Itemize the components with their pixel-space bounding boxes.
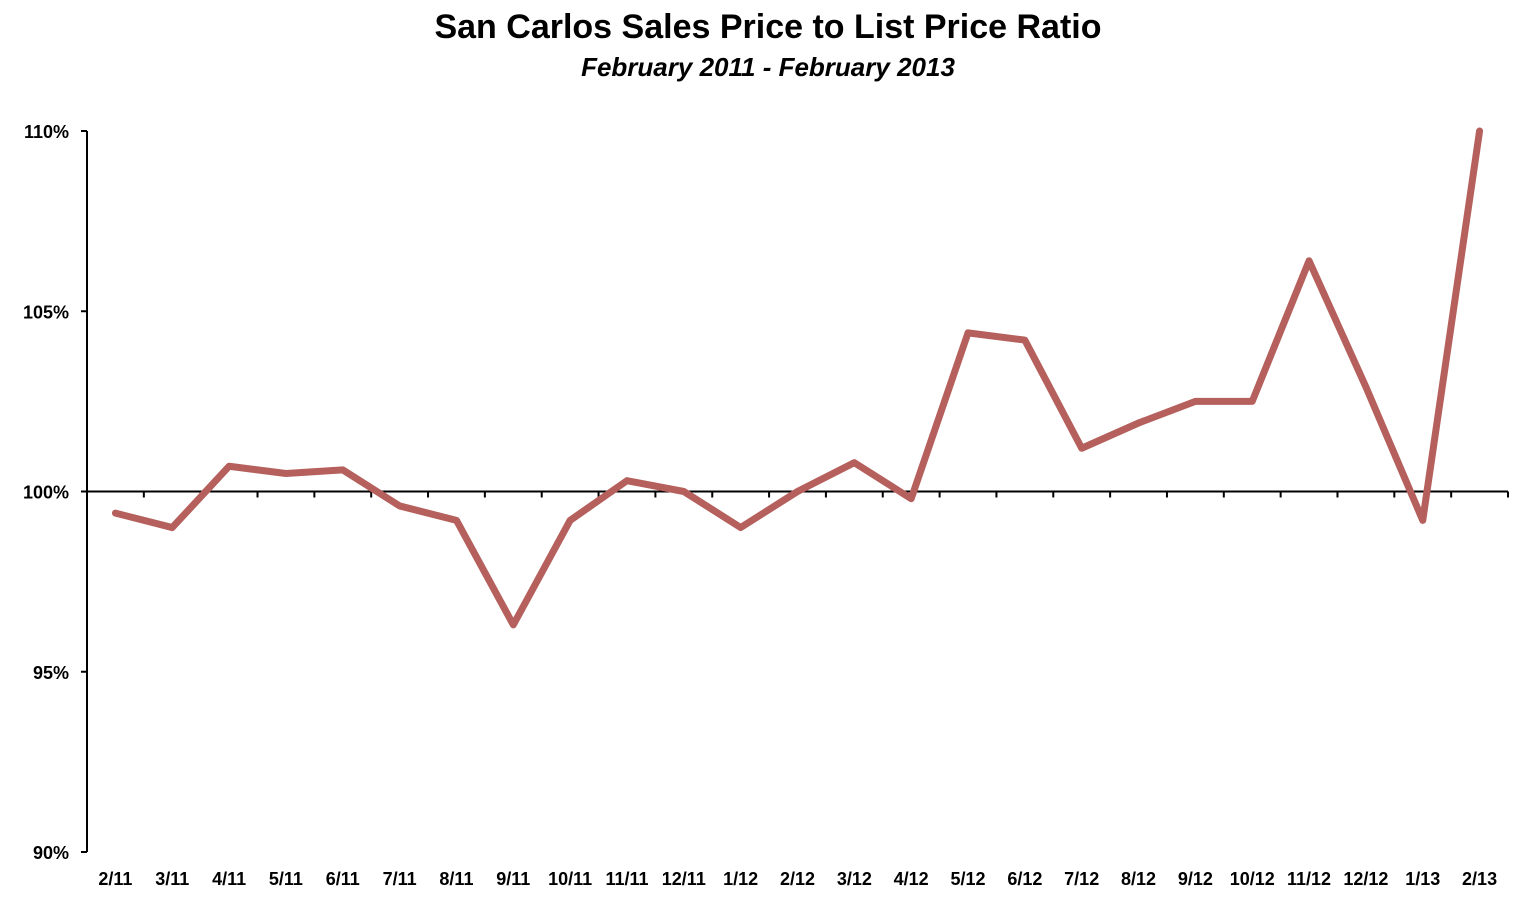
x-tick-label: 3/11	[155, 869, 189, 889]
y-tick-label: 100%	[23, 483, 69, 503]
x-tick-label: 8/12	[1121, 869, 1156, 889]
x-tick-label: 8/11	[439, 869, 473, 889]
x-tick-label: 2/13	[1462, 869, 1497, 889]
chart-title: San Carlos Sales Price to List Price Rat…	[434, 8, 1102, 46]
x-tick-label: 6/12	[1007, 869, 1042, 889]
x-tick-label: 5/11	[269, 869, 303, 889]
series-line	[111, 127, 1484, 629]
x-tick-label: 1/12	[723, 869, 758, 889]
x-tick-label: 2/11	[98, 869, 132, 889]
x-tick-label: 7/12	[1064, 869, 1099, 889]
x-tick-label: 1/13	[1405, 869, 1440, 889]
chart-subtitle: February 2011 - February 2013	[581, 52, 955, 82]
x-tick-label: 9/12	[1178, 869, 1213, 889]
x-tick-label: 10/12	[1230, 869, 1275, 889]
y-tick-label: 105%	[23, 302, 69, 322]
x-tick-label: 5/12	[950, 869, 985, 889]
x-tick-label: 2/12	[780, 869, 815, 889]
y-tick-label: 90%	[33, 843, 69, 863]
x-tick-label: 11/11	[605, 869, 648, 889]
x-tick-label: 12/11	[662, 869, 706, 889]
y-tick-label: 95%	[33, 663, 69, 683]
x-tick-label: 7/11	[383, 869, 417, 889]
x-tick-label: 11/12	[1287, 869, 1331, 889]
x-tick-label: 4/11	[212, 869, 246, 889]
x-tick-label: 4/12	[894, 869, 929, 889]
x-tick-label: 10/11	[548, 869, 592, 889]
x-tick-label: 3/12	[837, 869, 872, 889]
x-tick-label: 12/12	[1343, 869, 1388, 889]
y-tick-label: 110%	[24, 122, 69, 142]
x-tick-label: 6/11	[326, 869, 360, 889]
x-tick-label: 9/11	[496, 869, 530, 889]
